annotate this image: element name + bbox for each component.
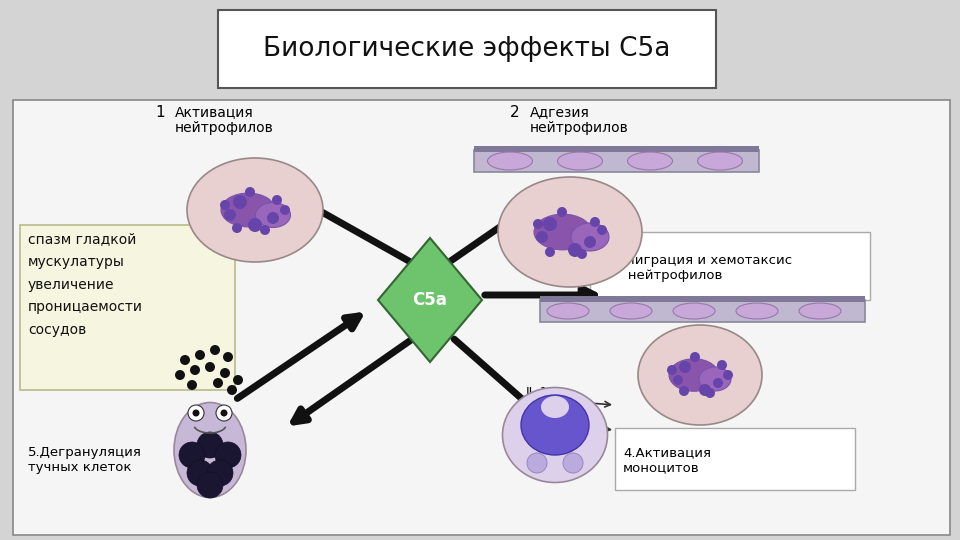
Circle shape (584, 236, 596, 248)
Circle shape (207, 460, 233, 486)
Ellipse shape (669, 359, 719, 392)
Circle shape (223, 352, 233, 362)
Circle shape (267, 212, 279, 224)
Circle shape (233, 375, 243, 385)
Circle shape (673, 375, 683, 385)
Circle shape (597, 225, 607, 235)
Ellipse shape (498, 177, 642, 287)
Circle shape (713, 378, 723, 388)
FancyBboxPatch shape (615, 428, 855, 490)
Ellipse shape (502, 388, 608, 483)
Ellipse shape (799, 303, 841, 319)
Circle shape (272, 195, 282, 205)
Circle shape (590, 217, 600, 227)
Circle shape (221, 409, 228, 416)
Circle shape (187, 460, 213, 486)
Circle shape (690, 352, 700, 362)
Ellipse shape (610, 303, 652, 319)
Circle shape (224, 209, 236, 221)
Text: 4.Активация
моноцитов: 4.Активация моноцитов (623, 446, 711, 474)
Polygon shape (378, 238, 482, 362)
Ellipse shape (628, 152, 673, 170)
Ellipse shape (255, 202, 291, 227)
Circle shape (220, 368, 230, 378)
Circle shape (232, 223, 242, 233)
Circle shape (180, 355, 190, 365)
Circle shape (248, 218, 262, 232)
Circle shape (205, 362, 215, 372)
Text: С5а: С5а (413, 291, 447, 309)
Circle shape (536, 231, 548, 243)
Circle shape (220, 200, 230, 210)
FancyBboxPatch shape (13, 100, 950, 535)
Circle shape (280, 205, 290, 215)
Circle shape (557, 207, 567, 217)
Text: спазм гладкой
мускулатуры
увеличение
проницаемости
сосудов: спазм гладкой мускулатуры увеличение про… (28, 232, 143, 337)
Ellipse shape (541, 396, 569, 418)
Circle shape (577, 249, 587, 259)
Ellipse shape (534, 214, 591, 250)
Circle shape (197, 472, 223, 498)
Circle shape (568, 243, 582, 257)
Ellipse shape (558, 152, 603, 170)
Circle shape (175, 370, 185, 380)
Circle shape (699, 384, 711, 396)
Circle shape (679, 361, 691, 373)
Ellipse shape (187, 158, 323, 262)
Text: 3.   Миграция и хемотаксис
       нейтрофилов: 3. Миграция и хемотаксис нейтрофилов (598, 254, 792, 282)
FancyBboxPatch shape (540, 300, 865, 322)
Circle shape (227, 385, 237, 395)
FancyBboxPatch shape (590, 232, 870, 300)
Circle shape (210, 345, 220, 355)
Circle shape (260, 225, 270, 235)
Ellipse shape (673, 303, 715, 319)
FancyBboxPatch shape (20, 225, 235, 390)
Circle shape (216, 405, 232, 421)
Ellipse shape (638, 325, 762, 425)
Circle shape (717, 360, 727, 370)
Circle shape (543, 217, 557, 231)
Circle shape (705, 388, 715, 398)
Circle shape (190, 365, 200, 375)
FancyBboxPatch shape (218, 10, 716, 88)
Ellipse shape (547, 303, 589, 319)
Ellipse shape (571, 223, 609, 251)
FancyBboxPatch shape (474, 146, 759, 152)
Text: 5.Дегрануляция
тучных клеток: 5.Дегрануляция тучных клеток (28, 446, 142, 474)
Ellipse shape (521, 395, 589, 455)
Circle shape (245, 187, 255, 197)
Circle shape (667, 365, 677, 375)
Circle shape (213, 378, 223, 388)
Text: 1: 1 (155, 105, 164, 120)
Circle shape (527, 453, 547, 473)
Circle shape (193, 409, 200, 416)
Circle shape (195, 350, 205, 360)
Ellipse shape (174, 402, 246, 497)
Text: IL-6: IL-6 (533, 414, 556, 427)
Ellipse shape (736, 303, 778, 319)
Circle shape (545, 247, 555, 257)
Ellipse shape (699, 367, 731, 391)
Ellipse shape (221, 193, 276, 227)
Circle shape (179, 442, 205, 468)
Circle shape (679, 386, 689, 396)
Circle shape (188, 405, 204, 421)
Text: 2: 2 (510, 105, 519, 120)
Circle shape (533, 219, 543, 229)
FancyBboxPatch shape (540, 296, 865, 302)
Ellipse shape (698, 152, 742, 170)
Circle shape (215, 442, 241, 468)
Text: Адгезия
нейтрофилов: Адгезия нейтрофилов (530, 105, 629, 135)
Circle shape (563, 453, 583, 473)
Circle shape (197, 432, 223, 458)
Text: Биологические эффекты С5а: Биологические эффекты С5а (263, 36, 671, 62)
Circle shape (233, 195, 247, 209)
FancyBboxPatch shape (474, 150, 759, 172)
Text: Активация
нейтрофилов: Активация нейтрофилов (175, 105, 274, 135)
Circle shape (187, 380, 197, 390)
Circle shape (723, 370, 733, 380)
Ellipse shape (488, 152, 533, 170)
Text: IL-1: IL-1 (526, 386, 549, 399)
